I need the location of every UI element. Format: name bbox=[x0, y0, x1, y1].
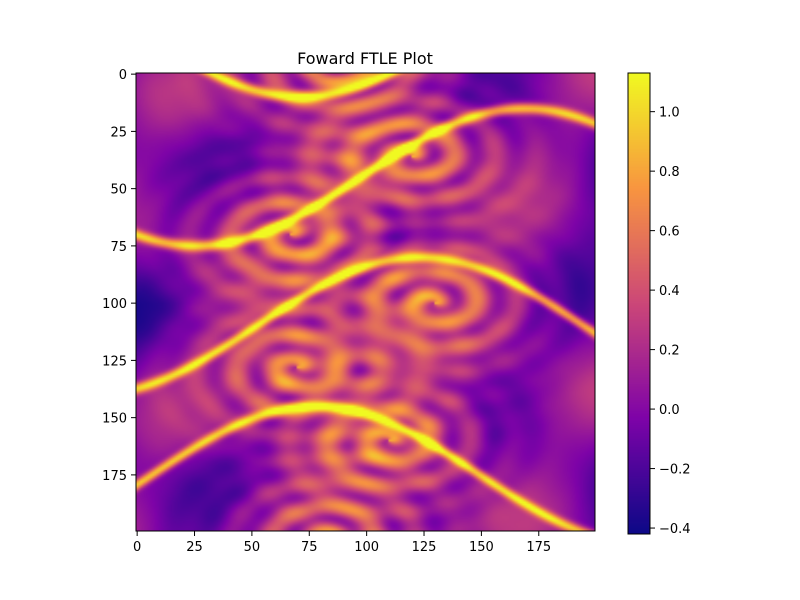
colorbar-tick-label: −0.4 bbox=[659, 522, 691, 537]
x-tick-label: 125 bbox=[412, 540, 437, 555]
colorbar-tick-label: 0.4 bbox=[659, 284, 680, 299]
y-tick-label: 50 bbox=[110, 183, 127, 198]
y-tick-label: 125 bbox=[102, 354, 127, 369]
colorbar-gradient bbox=[628, 73, 650, 534]
colorbar-ticks: −0.4 −0.2 0.0 0.2 0.4 0.6 0.8 1.0 bbox=[650, 106, 691, 537]
heatmap-canvas bbox=[136, 73, 595, 531]
colorbar: −0.4 −0.2 0.0 0.2 0.4 0.6 0.8 1.0 bbox=[627, 72, 691, 537]
colorbar-tick-label: 0.2 bbox=[659, 344, 680, 359]
plot-frame bbox=[135, 72, 596, 532]
x-tick-label: 25 bbox=[186, 540, 203, 555]
colorbar-tick-label: 1.0 bbox=[659, 106, 680, 121]
y-tick-label: 75 bbox=[110, 240, 127, 255]
y-tick-label: 0 bbox=[119, 68, 127, 83]
x-axis: 0 25 50 75 100 125 150 175 bbox=[133, 531, 551, 555]
heatmap-plot bbox=[135, 72, 596, 532]
y-tick-label: 150 bbox=[102, 412, 127, 427]
colorbar-tick-label: 0.0 bbox=[659, 403, 680, 418]
chart-title: Foward FTLE Plot bbox=[297, 49, 433, 68]
x-tick-label: 75 bbox=[301, 540, 318, 555]
colorbar-tick-label: −0.2 bbox=[659, 463, 691, 478]
x-tick-label: 100 bbox=[354, 540, 379, 555]
y-tick-label: 100 bbox=[102, 297, 127, 312]
x-tick-label: 50 bbox=[244, 540, 261, 555]
y-axis: 0 25 50 75 100 125 150 175 bbox=[102, 68, 136, 484]
colorbar-tick-label: 0.6 bbox=[659, 225, 680, 240]
y-tick-label: 175 bbox=[102, 469, 127, 484]
colorbar-tick-label: 0.8 bbox=[659, 165, 680, 180]
x-tick-label: 150 bbox=[469, 540, 494, 555]
x-tick-label: 0 bbox=[133, 540, 141, 555]
x-tick-label: 175 bbox=[526, 540, 551, 555]
colorbar-frame bbox=[627, 72, 651, 535]
y-tick-label: 25 bbox=[110, 125, 127, 140]
